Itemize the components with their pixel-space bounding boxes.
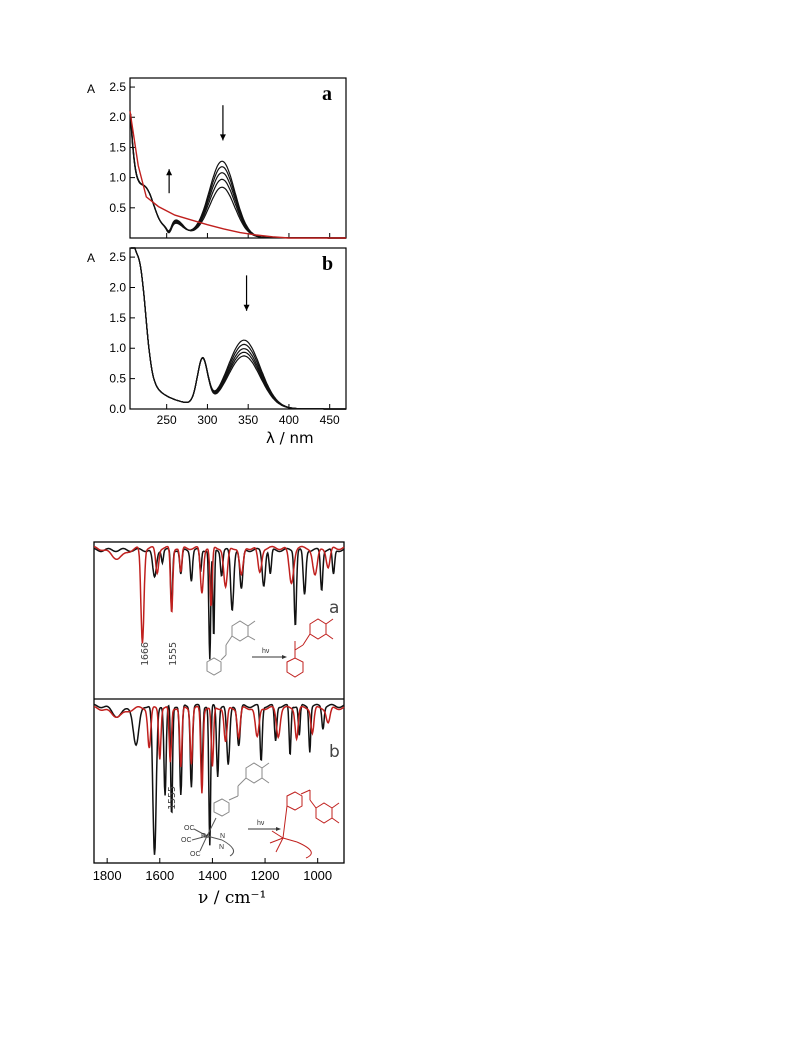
uv-panel-b-ylabel: A — [87, 251, 95, 265]
ir-series-line — [93, 705, 345, 794]
y-tick-label: 2.5 — [109, 250, 126, 264]
scheme-b — [191, 762, 340, 859]
y-tick-label: 0.5 — [109, 372, 126, 386]
uv-panel-b-yticks: 0.0 0.5 1.0 1.5 2.0 2.5 — [109, 250, 135, 416]
ir-peak-label: 1666 — [140, 642, 151, 666]
y-tick-label: 1.5 — [109, 140, 126, 154]
series-line — [130, 247, 346, 410]
y-tick-label: 1.0 — [109, 171, 126, 185]
reactant-a-structure — [206, 620, 256, 676]
product-a-structure — [286, 618, 334, 678]
uv-panel-a: A a 0.5 1.0 1.5 2.0 2.5 — [87, 77, 347, 239]
ir-series-line — [93, 547, 345, 660]
reactant-b-structure — [213, 762, 270, 817]
re-complex-b-left — [191, 817, 235, 857]
reaction-arrowhead-a — [282, 655, 287, 659]
uv-x-axis-label: λ / nm — [266, 429, 314, 447]
uv-panel-b-xticks: 250 300 350 400 450 — [157, 404, 340, 427]
x-tick-label: 300 — [197, 413, 217, 427]
x-tick-label: 400 — [279, 413, 299, 427]
ir-panel-a-letter: a — [329, 598, 339, 618]
uv-panel-b-letter: b — [322, 253, 333, 275]
ir-panel-b-letter: b — [329, 742, 340, 762]
series-line — [130, 114, 346, 239]
ir-peak-label: 1555 — [168, 642, 179, 666]
series-line — [130, 247, 346, 410]
scheme-a-arrow-label: hν — [262, 648, 270, 655]
y-tick-label: 2.0 — [109, 280, 126, 294]
ir-curves — [93, 545, 345, 855]
change-arrowhead — [219, 134, 226, 141]
y-tick-label: 2.0 — [109, 110, 126, 124]
ir-peak-label: 1555 — [167, 786, 178, 810]
scheme-b-re-n-2: N — [219, 844, 224, 851]
series-line — [130, 247, 346, 410]
series-line — [130, 247, 346, 410]
x-tick-label: 250 — [157, 413, 177, 427]
uv-panel-b-curves — [130, 247, 346, 410]
y-tick-label: 2.5 — [109, 80, 126, 94]
y-tick-label: 0.0 — [109, 402, 126, 416]
scheme-b-re-co-2: OC — [181, 837, 192, 844]
uv-panel-a-curves — [129, 111, 346, 239]
y-tick-label: 1.0 — [109, 341, 126, 355]
x-tick-label: 1800 — [93, 868, 122, 883]
scheme-a — [206, 618, 334, 678]
uv-panel-a-arrows — [166, 105, 226, 194]
change-arrowhead — [166, 169, 173, 176]
ir-x-axis-label: ν / cm⁻¹ — [198, 888, 266, 908]
uv-panel-a-letter: a — [322, 83, 332, 105]
series-line — [129, 111, 346, 239]
change-arrowhead — [243, 304, 250, 311]
uv-panel-b-arrows — [243, 275, 250, 311]
x-tick-label: 1400 — [198, 868, 227, 883]
uv-panel-a-frame — [129, 77, 347, 239]
series-line — [130, 116, 346, 239]
ir-figure: 1800 1600 1400 1200 1000 a b 1666 1555 1555 — [93, 541, 345, 908]
ir-series-line — [93, 545, 345, 644]
y-tick-label: 0.5 — [109, 201, 126, 215]
uv-panel-b: A b 0.0 0.5 1.0 1.5 2.0 2.5 250 300 350 400 450 λ… — [87, 247, 347, 447]
scheme-b-re-co-3: OC — [190, 851, 201, 858]
x-tick-label: 1200 — [251, 868, 280, 883]
x-tick-label: 350 — [238, 413, 258, 427]
x-tick-label: 1000 — [303, 868, 332, 883]
scheme-b-re-metal: Re — [201, 833, 210, 840]
ir-xticks: 1800 1600 1400 1200 1000 — [93, 858, 332, 883]
scheme-b-re-n-1: N — [220, 833, 225, 840]
scheme-b-re-co-1: OC — [184, 825, 195, 832]
ir-series-line — [93, 703, 345, 855]
series-line — [130, 113, 346, 239]
uv-panel-a-yticks: 0.5 1.0 1.5 2.0 2.5 — [109, 80, 135, 215]
ir-frame — [93, 541, 345, 864]
reaction-arrowhead-b — [276, 827, 281, 831]
x-tick-label: 450 — [320, 413, 340, 427]
series-line — [130, 247, 346, 410]
x-tick-label: 1600 — [145, 868, 174, 883]
product-b-structure — [269, 789, 340, 859]
series-line — [130, 117, 346, 239]
uv-panel-b-frame — [129, 247, 347, 410]
y-tick-label: 1.5 — [109, 311, 126, 325]
scheme-b-arrow-label: hν — [257, 820, 265, 827]
series-line — [130, 118, 346, 239]
uv-panel-a-ylabel: A — [87, 82, 95, 96]
